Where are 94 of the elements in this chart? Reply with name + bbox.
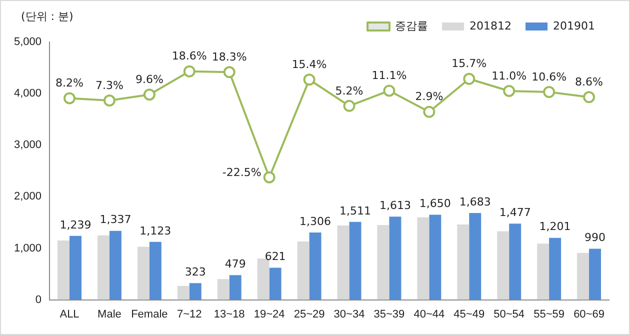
bar [229, 275, 242, 300]
bar [429, 214, 442, 300]
legend-label: 증감률 [395, 19, 428, 32]
data-label: 323 [184, 266, 206, 279]
bar [257, 258, 270, 300]
x-tick-label: 7~12 [177, 308, 202, 320]
point [263, 171, 276, 184]
bar [177, 286, 190, 300]
y-tick-label: 2,000 [14, 190, 42, 203]
x-tick-label: ALL [60, 308, 80, 320]
data-label: 1,201 [539, 220, 571, 234]
bar [137, 246, 150, 300]
legend-label: 201812 [470, 19, 512, 32]
point [223, 66, 236, 78]
bar [337, 226, 350, 300]
bar [217, 279, 230, 300]
data-label: 8.2% [56, 76, 84, 90]
bar [189, 283, 202, 300]
point [64, 92, 76, 104]
point [463, 72, 476, 85]
y-tick-label: 5,000 [14, 36, 42, 48]
data-label: 11.1% [372, 69, 407, 82]
data-label: 1,306 [300, 214, 332, 228]
point [503, 84, 516, 97]
data-label: 7.3% [95, 78, 124, 92]
data-label: 15.7% [452, 57, 487, 70]
data-label: 10.6% [532, 70, 567, 84]
data-label: -22.5% [222, 166, 262, 180]
bar [497, 231, 510, 300]
data-label: 1,650 [419, 197, 451, 210]
point [543, 86, 556, 98]
text: (단위 : 분) [21, 9, 74, 24]
bar [549, 238, 562, 300]
bar [509, 224, 522, 300]
data-label: 2.9% [415, 90, 444, 104]
data-label: 621 [264, 250, 286, 264]
data-label: 5.2% [335, 84, 364, 98]
x-tick-label: 50~54 [494, 308, 525, 320]
point [343, 100, 356, 112]
bar [297, 242, 310, 300]
bar [269, 268, 282, 300]
data-label: 990 [584, 231, 606, 244]
data-label: 18.6% [172, 50, 207, 63]
x-tick-label: Male [98, 308, 122, 320]
point [183, 65, 196, 78]
x-tick-label: 35~39 [374, 308, 405, 320]
legend-label: 201901 [553, 19, 596, 32]
bar [58, 240, 70, 300]
bar [377, 225, 390, 300]
bar [97, 235, 110, 300]
point [583, 91, 596, 104]
x-tick-label: 60~69 [574, 308, 604, 320]
point [423, 106, 436, 118]
data-label: 479 [224, 257, 246, 270]
data-label: 11.0% [492, 69, 527, 82]
x-tick-label: 13~18 [214, 308, 245, 320]
y-tick-label: 3,000 [14, 139, 42, 152]
point [383, 84, 396, 97]
bar [389, 216, 402, 300]
data-label: 8.6% [575, 76, 603, 89]
bar [577, 252, 590, 300]
y-tick-label: 1,000 [14, 242, 42, 254]
x-tick-label: 55~59 [534, 308, 565, 320]
x-tick-label: 40~44 [414, 308, 445, 320]
data-label: 1,337 [100, 213, 132, 226]
bar [457, 224, 470, 300]
x-tick-label: 45~49 [454, 308, 485, 320]
bar [309, 232, 322, 300]
data-label: 1,239 [60, 218, 92, 232]
data-label: 1,613 [379, 198, 411, 212]
x-tick-label: 30~34 [334, 308, 365, 320]
bar [417, 217, 430, 300]
bar [349, 222, 362, 300]
bar [70, 236, 82, 300]
data-label: 1,683 [459, 195, 491, 208]
bar [109, 230, 122, 300]
data-label: 9.6% [135, 72, 164, 86]
x-tick-label: Female [131, 308, 168, 320]
data-label: 1,511 [339, 204, 371, 218]
bar [537, 244, 550, 300]
data-label: 18.3% [212, 50, 247, 64]
data-label: 1,123 [140, 224, 172, 238]
bar [589, 248, 602, 300]
y-tick-label: 0 [35, 294, 42, 306]
bar [469, 213, 482, 300]
data-label: 15.4% [292, 58, 327, 71]
bar [149, 242, 162, 300]
x-tick-label: 19~24 [254, 308, 285, 320]
point [143, 88, 156, 101]
point [303, 74, 316, 86]
data-label: 1,477 [499, 206, 531, 220]
point [103, 94, 116, 107]
y-tick-label: 4,000 [14, 88, 42, 100]
x-tick-label: 25~29 [294, 308, 325, 320]
